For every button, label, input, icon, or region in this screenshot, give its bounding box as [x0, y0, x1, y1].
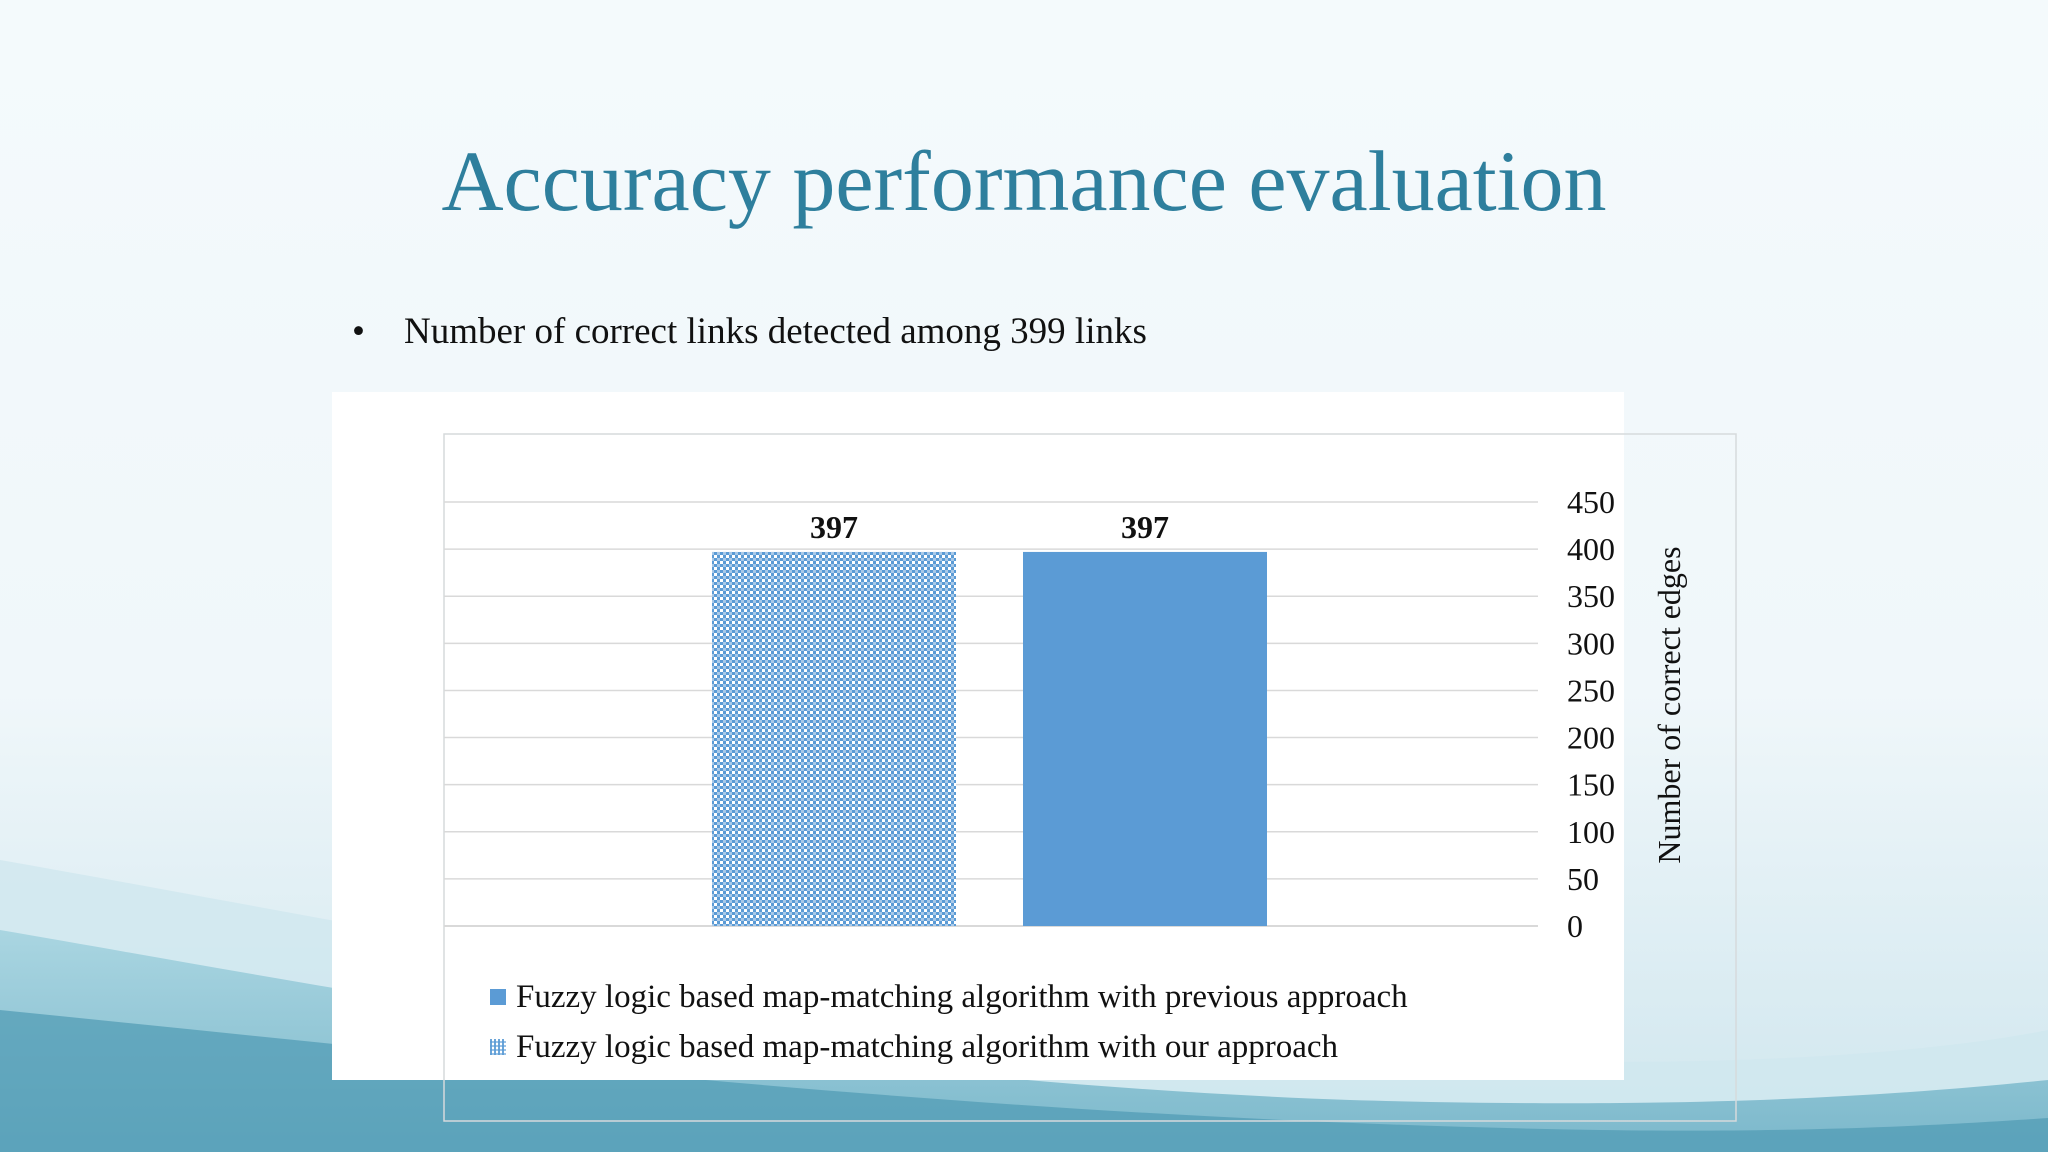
y-axis-ticks: 0 50 100 150 200 250 300 350 400 450: [1567, 484, 1615, 944]
y-tick-label: 450: [1567, 484, 1615, 520]
bar-previous-approach: [1023, 551, 1267, 926]
y-tick-label: 50: [1567, 861, 1599, 897]
plot-area-border: [443, 433, 1737, 1122]
slide-title: Accuracy performance evaluation: [441, 133, 1607, 229]
y-axis-label: Number of correct edges: [1651, 546, 1687, 863]
y-tick-label: 400: [1567, 531, 1615, 567]
y-tick-label: 100: [1567, 814, 1615, 850]
legend-item-previous-approach: Fuzzy logic based map-matching algorithm…: [490, 972, 1408, 1022]
chart-legend: Fuzzy logic based map-matching algorithm…: [490, 972, 1408, 1072]
bar-data-label: 397: [810, 509, 858, 545]
bullet-text: Number of correct links detected among 3…: [404, 311, 1147, 352]
bar-data-label: 397: [1121, 509, 1169, 545]
legend-label: Fuzzy logic based map-matching algorithm…: [516, 1028, 1339, 1065]
legend-label: Fuzzy logic based map-matching algorithm…: [516, 978, 1408, 1015]
y-tick-label: 150: [1567, 767, 1615, 803]
chart-card: [332, 392, 1624, 1080]
data-labels: 397 397: [810, 509, 1169, 545]
gridlines: [444, 501, 1538, 927]
y-tick-label: 300: [1567, 625, 1615, 661]
legend-swatch-solid: [490, 989, 506, 1005]
legend-item-our-approach: Fuzzy logic based map-matching algorithm…: [490, 1022, 1408, 1072]
y-tick-label: 350: [1567, 578, 1615, 614]
legend-swatch-pattern: [490, 1039, 506, 1055]
bar-our-approach: [712, 551, 956, 926]
bullet-item: • Number of correct links detected among …: [352, 310, 1147, 353]
y-tick-label: 250: [1567, 672, 1615, 708]
bars: [712, 551, 1267, 926]
bullet-dot-icon: •: [352, 311, 365, 352]
y-tick-label: 0: [1567, 908, 1583, 944]
y-tick-label: 200: [1567, 720, 1615, 756]
